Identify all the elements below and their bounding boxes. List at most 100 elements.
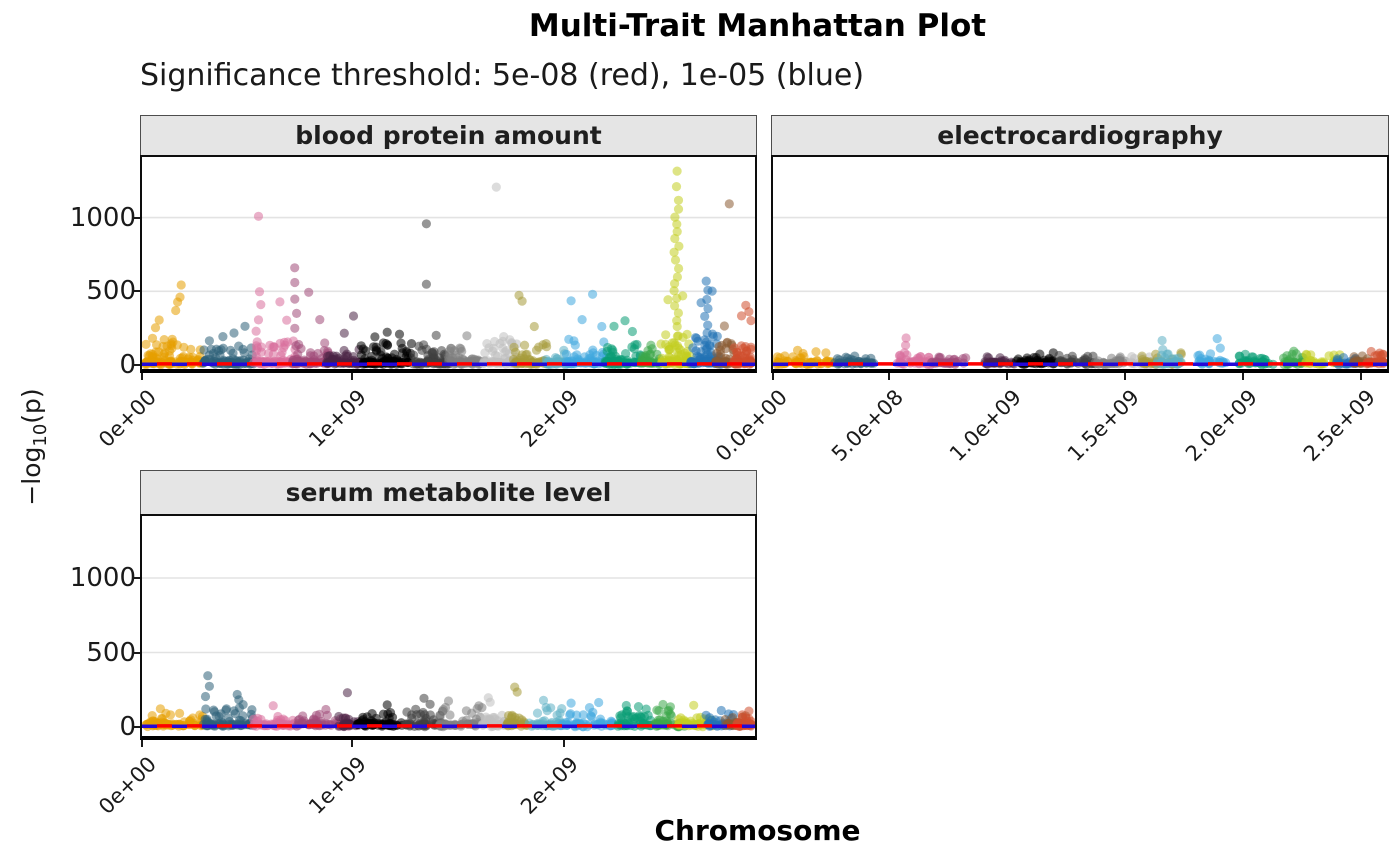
data-point: [682, 329, 692, 339]
data-point: [425, 699, 435, 709]
data-point: [672, 227, 682, 237]
data-point: [171, 305, 181, 316]
data-point: [564, 334, 574, 344]
data-point: [570, 340, 580, 350]
data-point: [738, 343, 748, 353]
data-point: [462, 331, 472, 341]
data-point: [239, 348, 249, 358]
data-point: [218, 332, 228, 342]
data-point: [253, 315, 264, 325]
data-point: [229, 328, 239, 338]
data-point: [371, 342, 381, 352]
data-point: [746, 344, 755, 354]
data-point: [1158, 345, 1168, 355]
data-point: [505, 335, 515, 345]
data-point: [899, 348, 910, 358]
data-point: [356, 341, 366, 351]
data-point: [154, 315, 164, 325]
data-point: [670, 255, 681, 265]
data-point: [643, 710, 653, 720]
data-point: [1378, 349, 1387, 359]
data-point: [421, 279, 431, 289]
x-tick-label: 1e+09: [304, 385, 372, 452]
data-point: [240, 321, 250, 331]
data-point: [680, 348, 690, 358]
data-point: [275, 297, 285, 307]
data-point: [652, 705, 662, 715]
data-point: [1160, 353, 1170, 363]
data-point: [688, 343, 698, 353]
data-point: [304, 287, 314, 297]
x-tick-label: 1e+09: [304, 752, 372, 819]
data-point: [597, 321, 607, 332]
y-axis-label-main: −log: [17, 446, 46, 506]
data-point: [702, 354, 712, 364]
data-point: [672, 166, 682, 176]
x-tick-mark: [141, 740, 144, 747]
y-tick-label: 500: [86, 276, 136, 307]
x-tick-label: 0e+00: [94, 385, 162, 452]
data-point: [251, 326, 261, 336]
data-point: [701, 337, 712, 347]
data-point: [292, 354, 302, 364]
data-point: [661, 330, 671, 340]
data-point: [155, 704, 165, 714]
data-point: [588, 289, 598, 299]
data-point: [719, 321, 730, 331]
data-point: [672, 316, 682, 326]
data-point: [663, 295, 673, 305]
data-point: [251, 341, 261, 351]
data-point: [594, 697, 604, 708]
data-point: [561, 349, 571, 359]
data-point: [1215, 343, 1225, 353]
x-tick-label: 2e+09: [516, 385, 584, 452]
data-point: [714, 342, 724, 352]
data-point: [656, 339, 666, 349]
data-point: [552, 710, 562, 720]
y-tick-mark: [133, 726, 140, 728]
facet-canvas: [142, 166, 755, 369]
data-point: [821, 348, 831, 358]
data-point: [736, 311, 747, 321]
x-tick-label: 2e+09: [516, 752, 584, 819]
data-point: [421, 219, 431, 229]
x-tick-label: 2.0e+09: [1181, 385, 1263, 467]
x-tick-mark: [1124, 373, 1127, 380]
data-point: [678, 291, 688, 301]
x-tick-label: 5.0e+08: [826, 385, 909, 467]
data-point: [578, 710, 588, 720]
data-point: [512, 687, 522, 697]
data-point: [427, 348, 437, 358]
data-point: [588, 345, 598, 355]
data-point: [290, 323, 300, 333]
data-point: [721, 343, 731, 354]
data-point: [702, 328, 712, 338]
data-point: [438, 705, 448, 715]
data-point: [256, 300, 266, 310]
data-point: [321, 704, 331, 715]
data-point: [234, 715, 244, 725]
data-point: [522, 349, 532, 359]
data-point: [538, 340, 548, 350]
y-tick-mark: [133, 290, 140, 293]
data-point: [627, 326, 637, 337]
x-tick-label: 1.0e+09: [944, 385, 1027, 467]
data-point: [689, 700, 699, 710]
data-point: [228, 348, 238, 358]
x-tick-mark: [888, 373, 891, 380]
data-point: [480, 348, 490, 358]
data-point: [294, 339, 304, 350]
data-point: [290, 277, 300, 288]
x-tick-mark: [563, 740, 566, 747]
data-point: [538, 695, 549, 705]
facet-strip-blood-protein: blood protein amount: [140, 115, 757, 155]
data-point: [445, 710, 455, 720]
facet-strip-serum-metabolite: serum metabolite level: [140, 470, 757, 514]
data-point: [204, 336, 214, 346]
data-point: [724, 199, 734, 209]
data-point: [382, 340, 393, 350]
data-point: [396, 338, 406, 348]
data-point: [268, 349, 278, 359]
data-point: [633, 702, 644, 712]
data-point: [664, 344, 674, 354]
